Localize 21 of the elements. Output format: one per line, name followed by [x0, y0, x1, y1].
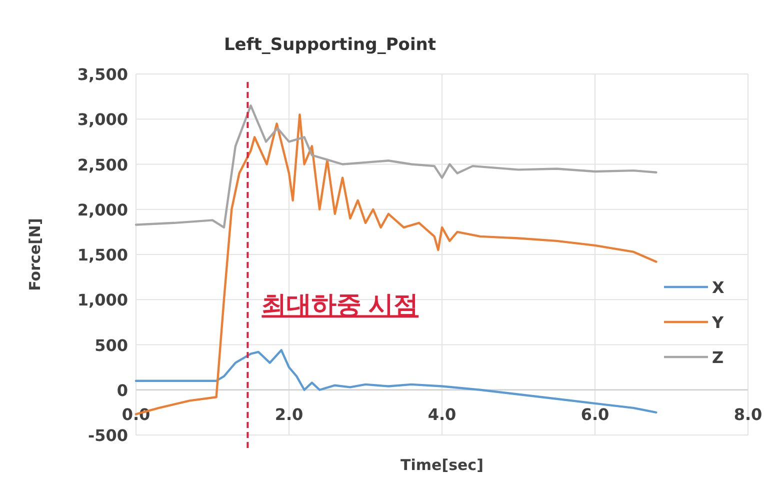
- x-tick-label: 4.0: [428, 404, 456, 424]
- y-tick-label: 3,000: [77, 110, 128, 130]
- y-tick-label: 1,500: [77, 246, 128, 264]
- y-tick-label: 500: [94, 336, 128, 355]
- y-tick-label: 0: [116, 380, 128, 400]
- line-series: [134, 104, 658, 229]
- legend-label: X: [712, 278, 725, 297]
- ref-line-label: 최대하중 시점: [262, 291, 419, 320]
- y-axis-title: Force[N]: [26, 218, 44, 291]
- y-tick-label: 2,000: [77, 200, 128, 220]
- y-tick-label: 3,500: [77, 65, 128, 84]
- x-axis-title: Time[sec]: [400, 456, 484, 474]
- chart-title: Left_Supporting_Point: [224, 35, 436, 55]
- legend-label: Z: [712, 348, 724, 367]
- x-tick-label: 2.0: [274, 404, 304, 424]
- y-tick-label: -500: [88, 426, 128, 445]
- x-tick-label: 6.0: [580, 404, 610, 424]
- y-tick-label: 1,000: [77, 290, 128, 310]
- legend-label: Y: [711, 313, 724, 332]
- y-tick-label: 2,500: [77, 155, 128, 174]
- x-tick-label: 8.0: [734, 404, 762, 424]
